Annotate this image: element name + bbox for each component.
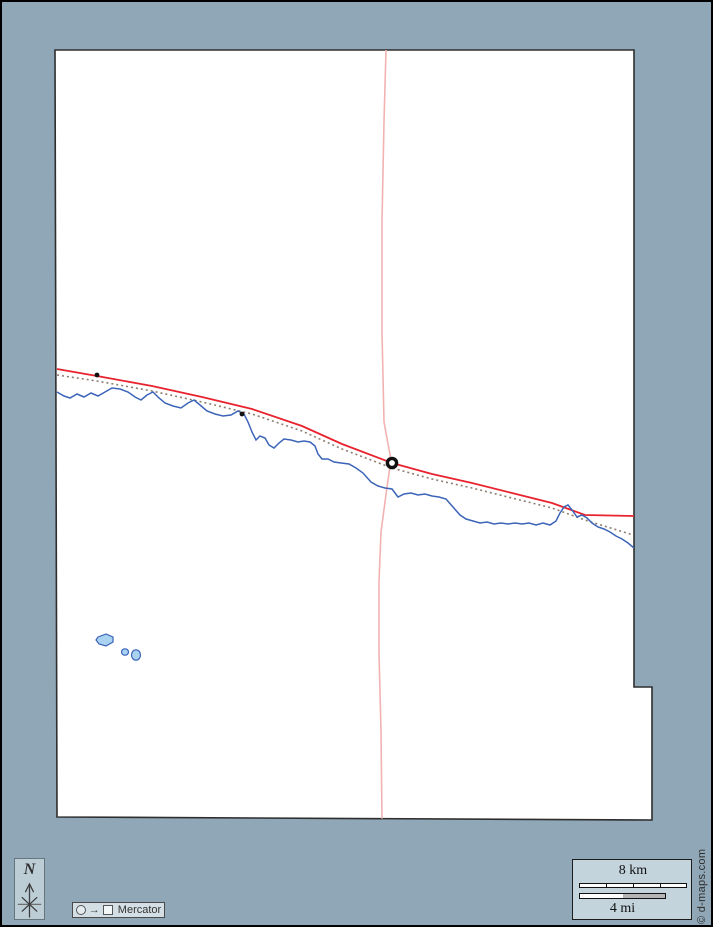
scale-tick xyxy=(633,884,634,887)
scale-tick xyxy=(660,884,661,887)
north-label: N xyxy=(23,861,36,878)
lake-shape-3 xyxy=(130,649,142,661)
city-ring-marker xyxy=(385,456,399,470)
scale-bar-mi xyxy=(579,893,666,899)
copyright-text: © d-maps.com xyxy=(696,848,708,924)
compass-box: N xyxy=(14,858,45,920)
north-arrow-icon xyxy=(17,882,42,918)
projection-label: Mercator xyxy=(117,904,162,916)
scale-tick xyxy=(606,884,607,887)
circle-icon xyxy=(75,905,86,915)
river-line xyxy=(56,387,635,549)
scale-mi-label: 4 mi xyxy=(609,901,636,916)
scale-box: 8 km 4 mi xyxy=(572,859,692,920)
square-icon xyxy=(102,905,113,915)
projection-box: → Mercator xyxy=(72,902,165,918)
arrow-right-icon: → xyxy=(88,904,100,916)
local-road-line xyxy=(378,50,392,820)
town-dot-1 xyxy=(94,372,100,378)
scale-km-label: 8 km xyxy=(618,863,648,878)
scale-mi-segment-left xyxy=(580,894,623,898)
scale-mi-segment-right xyxy=(622,894,665,898)
lake-shape-2 xyxy=(120,648,130,656)
county-outline xyxy=(54,49,653,821)
highway-line xyxy=(56,368,635,517)
town-dot-2 xyxy=(239,411,245,417)
lake-shape-1 xyxy=(95,633,114,647)
scale-bar-km xyxy=(579,883,687,888)
